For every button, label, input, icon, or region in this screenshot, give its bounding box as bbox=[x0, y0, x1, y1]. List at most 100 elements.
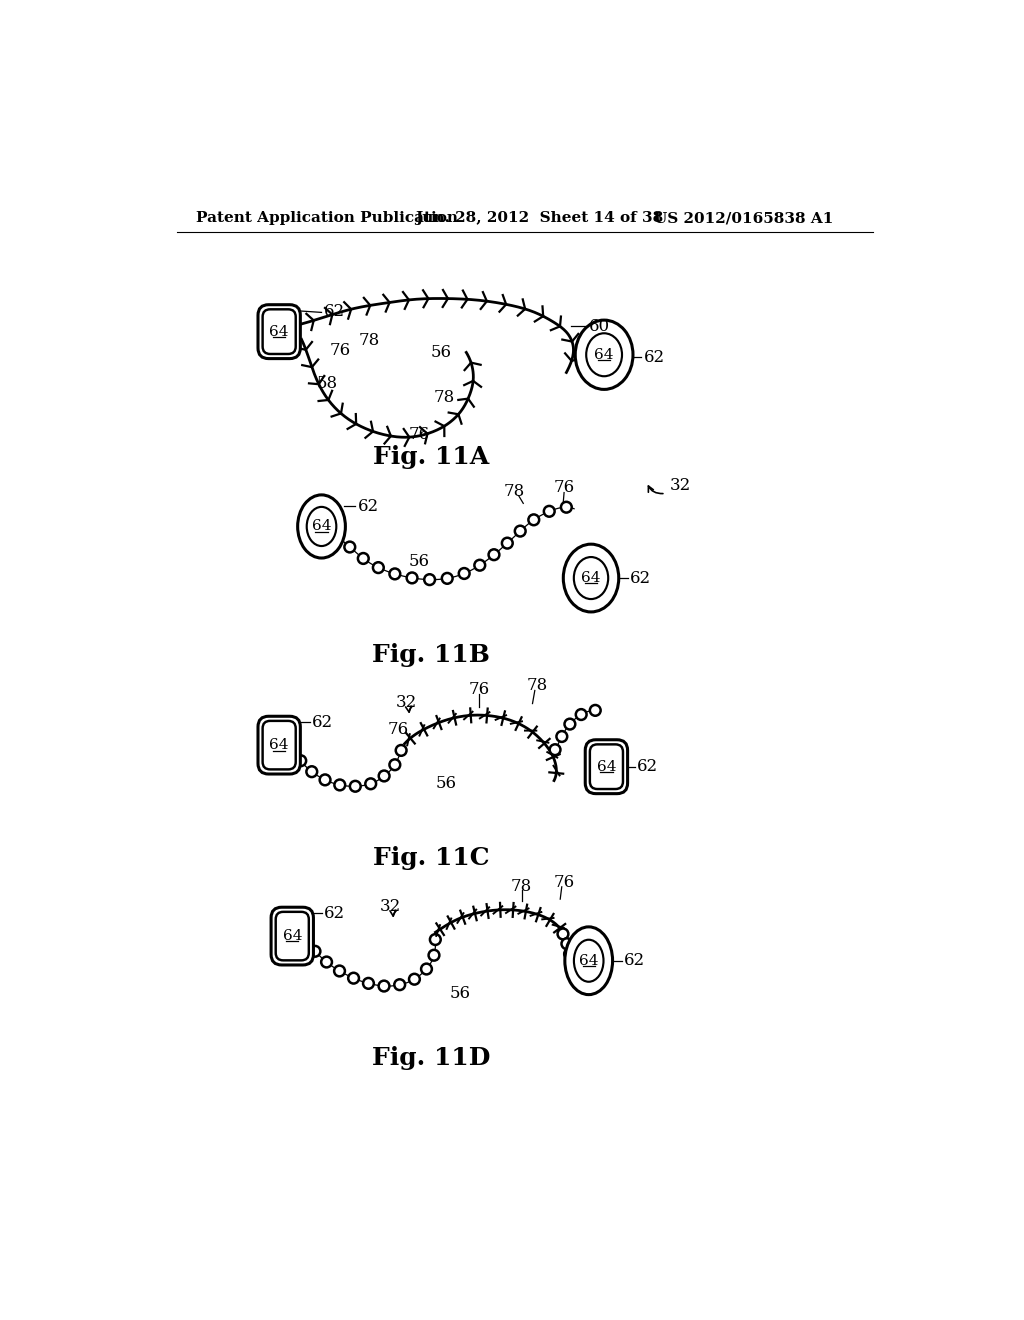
Text: 32: 32 bbox=[380, 899, 400, 915]
Circle shape bbox=[379, 771, 389, 781]
Circle shape bbox=[350, 781, 360, 792]
Circle shape bbox=[373, 562, 384, 573]
Ellipse shape bbox=[307, 507, 336, 546]
Circle shape bbox=[335, 780, 345, 791]
Text: 62: 62 bbox=[312, 714, 334, 730]
Text: 60: 60 bbox=[589, 318, 610, 335]
Circle shape bbox=[556, 731, 567, 742]
Circle shape bbox=[565, 958, 577, 970]
Circle shape bbox=[575, 709, 587, 719]
Ellipse shape bbox=[563, 544, 618, 612]
Text: 62: 62 bbox=[357, 498, 379, 515]
Text: 78: 78 bbox=[504, 483, 524, 500]
Text: 62: 62 bbox=[324, 304, 345, 321]
Circle shape bbox=[389, 569, 400, 579]
Ellipse shape bbox=[573, 557, 608, 599]
Ellipse shape bbox=[565, 927, 612, 995]
Circle shape bbox=[561, 939, 572, 949]
Text: 76: 76 bbox=[409, 425, 430, 442]
Text: 32: 32 bbox=[395, 694, 417, 711]
Circle shape bbox=[430, 935, 440, 945]
Text: 62: 62 bbox=[631, 569, 651, 586]
Circle shape bbox=[322, 957, 332, 968]
Text: Fig. 11D: Fig. 11D bbox=[372, 1045, 490, 1069]
Circle shape bbox=[441, 573, 453, 583]
Circle shape bbox=[379, 981, 389, 991]
Circle shape bbox=[528, 515, 540, 525]
FancyBboxPatch shape bbox=[262, 309, 296, 354]
Ellipse shape bbox=[586, 333, 622, 376]
Circle shape bbox=[502, 537, 513, 549]
Text: 56: 56 bbox=[430, 345, 452, 360]
FancyBboxPatch shape bbox=[262, 721, 296, 770]
Circle shape bbox=[348, 973, 359, 983]
Text: 76: 76 bbox=[469, 681, 489, 698]
Text: 78: 78 bbox=[434, 388, 456, 405]
Text: US 2012/0165838 A1: US 2012/0165838 A1 bbox=[654, 211, 834, 226]
Text: 64: 64 bbox=[269, 325, 289, 339]
Text: 32: 32 bbox=[670, 477, 691, 494]
Text: 64: 64 bbox=[311, 520, 332, 533]
Text: 64: 64 bbox=[597, 760, 616, 774]
Text: 78: 78 bbox=[511, 878, 532, 895]
Ellipse shape bbox=[575, 321, 633, 389]
FancyBboxPatch shape bbox=[271, 907, 313, 965]
Text: 58: 58 bbox=[316, 375, 338, 392]
Text: 76: 76 bbox=[330, 342, 350, 359]
Circle shape bbox=[334, 966, 345, 977]
Circle shape bbox=[358, 553, 369, 564]
Circle shape bbox=[564, 718, 575, 730]
Circle shape bbox=[409, 974, 420, 985]
Circle shape bbox=[407, 573, 418, 583]
Text: 76: 76 bbox=[554, 874, 574, 891]
Text: 64: 64 bbox=[269, 738, 289, 752]
Text: Fig. 11A: Fig. 11A bbox=[373, 445, 489, 469]
Text: 56: 56 bbox=[409, 553, 430, 570]
Circle shape bbox=[590, 705, 601, 715]
Text: 64: 64 bbox=[283, 929, 302, 942]
Text: Jun. 28, 2012  Sheet 14 of 38: Jun. 28, 2012 Sheet 14 of 38 bbox=[416, 211, 664, 226]
Text: 76: 76 bbox=[388, 721, 409, 738]
Text: 64: 64 bbox=[594, 347, 613, 362]
Text: 62: 62 bbox=[643, 348, 665, 366]
Circle shape bbox=[558, 928, 568, 940]
Circle shape bbox=[309, 946, 321, 957]
Circle shape bbox=[421, 964, 432, 974]
Text: 62: 62 bbox=[625, 952, 645, 969]
Text: 62: 62 bbox=[637, 758, 658, 775]
Text: Fig. 11C: Fig. 11C bbox=[373, 846, 489, 870]
FancyBboxPatch shape bbox=[275, 912, 309, 961]
Text: 64: 64 bbox=[579, 954, 598, 968]
Text: 56: 56 bbox=[436, 775, 457, 792]
Circle shape bbox=[459, 568, 470, 579]
Circle shape bbox=[474, 560, 485, 570]
FancyBboxPatch shape bbox=[590, 744, 623, 789]
Circle shape bbox=[515, 525, 525, 536]
Text: Patent Application Publication: Patent Application Publication bbox=[196, 211, 458, 226]
Text: 64: 64 bbox=[582, 572, 601, 585]
Circle shape bbox=[550, 744, 560, 755]
Circle shape bbox=[366, 779, 376, 789]
Text: 76: 76 bbox=[554, 479, 574, 496]
Ellipse shape bbox=[573, 940, 603, 982]
Circle shape bbox=[544, 506, 555, 516]
Circle shape bbox=[394, 979, 406, 990]
Ellipse shape bbox=[298, 495, 345, 558]
Circle shape bbox=[295, 755, 306, 766]
FancyBboxPatch shape bbox=[586, 739, 628, 793]
Circle shape bbox=[344, 541, 355, 552]
Text: 78: 78 bbox=[526, 677, 548, 694]
Circle shape bbox=[564, 949, 574, 960]
Text: 62: 62 bbox=[324, 904, 345, 921]
Text: 78: 78 bbox=[358, 333, 380, 350]
FancyBboxPatch shape bbox=[258, 305, 300, 359]
Circle shape bbox=[395, 744, 407, 756]
Circle shape bbox=[429, 950, 439, 961]
Circle shape bbox=[488, 549, 500, 560]
Circle shape bbox=[389, 759, 400, 770]
Circle shape bbox=[364, 978, 374, 989]
Circle shape bbox=[561, 502, 571, 512]
Circle shape bbox=[306, 767, 317, 777]
Text: Fig. 11B: Fig. 11B bbox=[372, 643, 489, 667]
Circle shape bbox=[319, 775, 331, 785]
